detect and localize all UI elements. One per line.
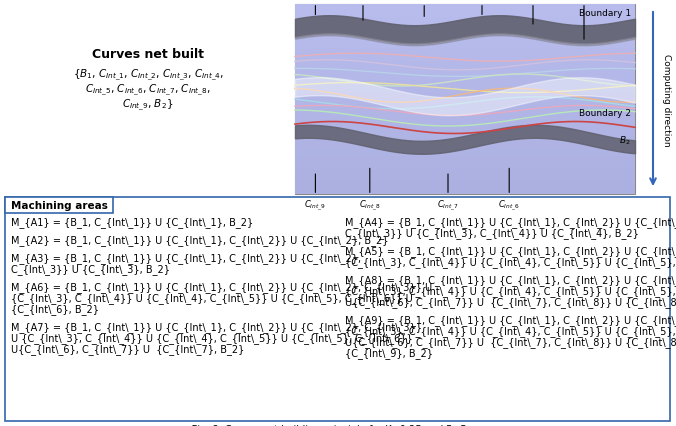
Text: $C_{Int\_3}$: $C_{Int\_3}$ xyxy=(413,0,435,17)
Text: C_{Int\_3}} U {C_{Int\_3}, C_{Int\_4}} U {C_{Int\_4}, B_2}: C_{Int\_3}} U {C_{Int\_3}, C_{Int\_4}} U… xyxy=(345,227,639,238)
Bar xyxy=(295,112,635,119)
Bar xyxy=(295,157,635,163)
Text: Curves net built: Curves net built xyxy=(92,49,204,61)
Text: {C_{Int\_3}, C_{Int\_4}} U {C_{Int\_4}, C_{Int\_5}} U {C_{Int\_5}, C_{Int\_6}}: {C_{Int\_3}, C_{Int\_4}} U {C_{Int\_4}, … xyxy=(345,325,676,336)
Text: U{C_{Int\_6}, C_{Int\_7}} U  {C_{Int\_7}, B_2}: U{C_{Int\_6}, C_{Int\_7}} U {C_{Int\_7},… xyxy=(11,343,245,354)
Bar xyxy=(5,198,670,421)
Text: {C_{Int\_3}, C_{Int\_4}} U {C_{Int\_4}, C_{Int\_5}} U {C_{Int\_5}, B_2}: {C_{Int\_3}, C_{Int\_4}} U {C_{Int\_4}, … xyxy=(345,256,676,267)
Text: $B_2$: $B_2$ xyxy=(619,134,631,147)
Text: Computing direction: Computing direction xyxy=(662,54,671,146)
Bar xyxy=(295,93,635,100)
Text: M_{A7} = {B_1, C_{Int\_1}} U {C_{Int\_1}, C_{Int\_2}} U {C_{Int\_2}, C_{Int\_3}}: M_{A7} = {B_1, C_{Int\_1}} U {C_{Int\_1}… xyxy=(11,321,422,332)
Text: $C_{Int\_9}$: $C_{Int\_9}$ xyxy=(304,175,327,213)
Text: M_{A1} = {B_1, C_{Int\_1}} U {C_{Int\_1}, B_2}: M_{A1} = {B_1, C_{Int\_1}} U {C_{Int\_1}… xyxy=(11,216,254,227)
Bar xyxy=(295,144,635,150)
Bar xyxy=(295,182,635,188)
Text: $C_{Int\_6}$: $C_{Int\_6}$ xyxy=(498,169,520,213)
Text: $C_{Int\_2}$: $C_{Int\_2}$ xyxy=(471,0,493,15)
Bar xyxy=(295,131,635,138)
Text: $C_{Int\_7}$: $C_{Int\_7}$ xyxy=(437,175,459,213)
Text: Machining areas: Machining areas xyxy=(11,201,107,210)
Text: M_{A6} = {B_1, C_{Int\_1}} U {C_{Int\_1}, C_{Int\_2}} U {C_{Int\_2}, C_{Int\_3}}: M_{A6} = {B_1, C_{Int\_1}} U {C_{Int\_1}… xyxy=(11,281,432,292)
Bar xyxy=(295,24,635,30)
Text: $C_{Int\_1}$: $C_{Int\_1}$ xyxy=(522,0,544,25)
Text: $C_{Int\_5}$: $C_{Int\_5}$ xyxy=(305,0,327,15)
Bar xyxy=(295,163,635,169)
Text: {C_{Int\_6}, B_2}: {C_{Int\_6}, B_2} xyxy=(11,303,99,314)
Bar xyxy=(295,106,635,112)
Text: M_{A8} = {B_1, C_{Int\_1}} U {C_{Int\_1}, C_{Int\_2}} U {C_{Int\_2}, C_{Int\_3}}: M_{A8} = {B_1, C_{Int\_1}} U {C_{Int\_1}… xyxy=(345,274,676,285)
Text: U{C_{Int\_6}, C_{Int\_7}} U  {C_{Int\_7}, C_{Int\_8}} U {C_{Int\_8}, B_2}: U{C_{Int\_6}, C_{Int\_7}} U {C_{Int\_7},… xyxy=(345,296,676,307)
Bar xyxy=(295,17,635,24)
Bar xyxy=(295,138,635,144)
Text: U{C_{Int\_6}, C_{Int\_7}} U  {C_{Int\_7}, C_{Int\_8}} U {C_{Int\_8}, C_{Int\_9}}: U{C_{Int\_6}, C_{Int\_7}} U {C_{Int\_7},… xyxy=(345,336,676,347)
Text: U {C_{Int\_3}, C_{Int\_4}} U {C_{Int\_4}, C_{Int\_5}} U {C_{Int\_5}, C_{Int\_6}}: U {C_{Int\_3}, C_{Int\_4}} U {C_{Int\_4}… xyxy=(11,332,413,343)
Text: M_{A3} = {B_1, C_{Int\_1}} U {C_{Int\_1}, C_{Int\_2}} U {C_{Int\_2},: M_{A3} = {B_1, C_{Int\_1}} U {C_{Int\_1}… xyxy=(11,253,361,263)
Text: {C_{Int\_3}, C_{Int\_4}} U {C_{Int\_4}, C_{Int\_5}} U {C_{Int\_5}, C_{Int\_6}}: {C_{Int\_3}, C_{Int\_4}} U {C_{Int\_4}, … xyxy=(345,285,676,296)
Bar xyxy=(295,169,635,176)
Text: Boundary 2: Boundary 2 xyxy=(579,109,631,118)
Bar xyxy=(295,49,635,55)
Bar xyxy=(295,68,635,75)
Bar xyxy=(5,198,113,213)
Text: $C_{Int\_8}$: $C_{Int\_8}$ xyxy=(359,169,381,213)
Text: {C_{Int\_3}, C_{Int\_4}} U {C_{Int\_4}, C_{Int\_5}} U {C_{Int\_5}, C_{Int\_6}} U: {C_{Int\_3}, C_{Int\_4}} U {C_{Int\_4}, … xyxy=(11,292,413,303)
Text: Fig. 8  Curves net building principle for K=0.25 and P=5mm: Fig. 8 Curves net building principle for… xyxy=(191,424,485,426)
Bar xyxy=(295,125,635,131)
Text: M_{A5} = {B_1, C_{Int\_1}} U {C_{Int\_1}, C_{Int\_2}} U {C_{Int\_2}, C_{Int\_3}}: M_{A5} = {B_1, C_{Int\_1}} U {C_{Int\_1}… xyxy=(345,245,676,256)
Text: Boundary 1: Boundary 1 xyxy=(579,9,631,18)
Bar xyxy=(295,37,635,43)
Bar xyxy=(295,43,635,49)
Bar xyxy=(295,12,635,17)
Bar xyxy=(295,5,635,195)
Text: {C_{Int\_9}, B_2}: {C_{Int\_9}, B_2} xyxy=(345,347,433,358)
Bar xyxy=(295,55,635,62)
Text: {$B_1$, $C_{Int\_1}$, $C_{Int\_2}$, $C_{Int\_3}$, $C_{Int\_4}$,: {$B_1$, $C_{Int\_1}$, $C_{Int\_2}$, $C_{… xyxy=(72,67,224,82)
Text: $C_{Int\_4}$: $C_{Int\_4}$ xyxy=(352,0,374,21)
Bar xyxy=(295,176,635,182)
Text: $C_{Int\_9}$, $B_2$}: $C_{Int\_9}$, $B_2$} xyxy=(122,97,174,112)
Bar xyxy=(295,87,635,93)
Text: M_{A9} = {B_1, C_{Int\_1}} U {C_{Int\_1}, C_{Int\_2}} U {C_{Int\_2}, C_{Int\_3}}: M_{A9} = {B_1, C_{Int\_1}} U {C_{Int\_1}… xyxy=(345,314,676,325)
Text: M_{A4} = {B_1, C_{Int\_1}} U {C_{Int\_1}, C_{Int\_2}} U {C_{Int\_2},: M_{A4} = {B_1, C_{Int\_1}} U {C_{Int\_1}… xyxy=(345,216,676,227)
Bar xyxy=(295,30,635,37)
Bar xyxy=(295,100,635,106)
Bar xyxy=(295,119,635,125)
Text: $B_1$: $B_1$ xyxy=(579,0,589,40)
Bar xyxy=(295,5,635,12)
Text: C_{Int\_3}} U {C_{Int\_3}, B_2}: C_{Int\_3}} U {C_{Int\_3}, B_2} xyxy=(11,263,170,274)
Bar xyxy=(295,150,635,157)
Bar xyxy=(295,81,635,87)
Bar xyxy=(295,75,635,81)
Bar xyxy=(295,62,635,68)
Text: $C_{Int\_5}$, $C_{Int\_6}$, $C_{Int\_7}$, $C_{Int\_8}$,: $C_{Int\_5}$, $C_{Int\_6}$, $C_{Int\_7}$… xyxy=(85,82,211,98)
Bar xyxy=(295,188,635,195)
Text: M_{A2} = {B_1, C_{Int\_1}} U {C_{Int\_1}, C_{Int\_2}} U {C_{Int\_2}, B_2}: M_{A2} = {B_1, C_{Int\_1}} U {C_{Int\_1}… xyxy=(11,234,389,245)
